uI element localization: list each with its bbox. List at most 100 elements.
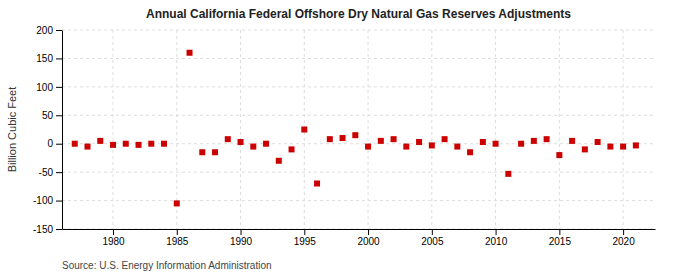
point <box>493 141 499 147</box>
x-axis-tick-label: 2000 <box>357 236 380 247</box>
y-axis-tick-label: 0 <box>47 138 53 149</box>
y-axis-tick-label: 150 <box>36 53 53 64</box>
point <box>480 139 486 145</box>
x-axis-tick-mark <box>496 229 497 235</box>
grid-line-y <box>62 30 655 31</box>
y-axis-tick: 0 <box>47 138 62 149</box>
point <box>582 146 588 152</box>
y-axis-tick-mark <box>56 115 62 116</box>
grid-line-y <box>62 200 655 201</box>
point <box>518 141 524 147</box>
y-axis-tick-mark <box>56 30 62 31</box>
point <box>531 138 537 144</box>
point <box>238 139 244 145</box>
y-axis-tick-label: -100 <box>33 195 53 206</box>
x-axis-tick: 1980 <box>102 229 125 247</box>
point <box>136 142 142 148</box>
x-axis-tick: 2015 <box>549 229 572 247</box>
point <box>391 136 397 142</box>
x-axis-tick-label: 2005 <box>421 236 444 247</box>
point <box>607 144 613 150</box>
grid-line-x <box>240 30 241 229</box>
grid-line-y <box>62 86 655 87</box>
point <box>403 144 409 150</box>
x-axis-tick-mark <box>559 229 560 235</box>
point <box>633 142 639 148</box>
y-axis-tick-mark <box>56 58 62 59</box>
x-axis-tick: 2010 <box>485 229 508 247</box>
y-axis-tick-mark <box>56 172 62 173</box>
point <box>85 144 91 150</box>
point <box>97 138 103 144</box>
point <box>148 141 154 147</box>
point <box>199 149 205 155</box>
x-axis-tick-mark <box>432 229 433 235</box>
point <box>365 144 371 150</box>
x-axis-tick-mark <box>623 229 624 235</box>
grid-line-x <box>368 30 369 229</box>
plot-area: 198019851990199520002005201020152020-150… <box>33 25 656 247</box>
x-axis-tick: 1990 <box>230 229 253 247</box>
point <box>378 138 384 144</box>
x-axis: 198019851990199520002005201020152020 <box>63 229 656 247</box>
grid-line-x <box>495 30 496 229</box>
point <box>454 144 460 150</box>
point <box>556 152 562 158</box>
grid-line-x <box>113 30 114 229</box>
y-axis-tick-label: -150 <box>33 224 53 235</box>
x-axis-tick: 1985 <box>166 229 189 247</box>
point <box>72 141 78 147</box>
point <box>340 135 346 141</box>
grid-line-y <box>62 172 655 173</box>
grid <box>62 30 655 229</box>
point <box>442 136 448 142</box>
x-axis-tick: 2000 <box>357 229 380 247</box>
y-axis-tick-mark <box>56 144 62 145</box>
point <box>429 142 435 148</box>
point <box>301 127 307 133</box>
y-axis-tick: 50 <box>42 110 62 121</box>
point <box>110 142 116 148</box>
y-axis-tick-label: 50 <box>42 110 54 121</box>
point <box>352 132 358 138</box>
x-axis-tick-label: 2015 <box>549 236 572 247</box>
grid-line-y <box>62 229 655 230</box>
point <box>225 136 231 142</box>
x-axis-tick-label: 1980 <box>102 236 125 247</box>
grid-line-x <box>623 30 624 229</box>
x-axis-tick-mark <box>241 229 242 235</box>
point <box>314 181 320 187</box>
point <box>467 149 473 155</box>
grid-line-x <box>559 30 560 229</box>
x-axis-tick-label: 1990 <box>230 236 253 247</box>
point <box>123 141 129 147</box>
point <box>327 136 333 142</box>
point <box>595 139 601 145</box>
point <box>505 171 511 177</box>
point <box>289 146 295 152</box>
y-axis: -150-100-50050100150200 <box>33 25 63 235</box>
y-axis-tick: 150 <box>36 53 62 64</box>
y-axis-domain <box>62 31 63 230</box>
point <box>174 200 180 206</box>
source-note: Source: U.S. Energy Information Administ… <box>62 260 272 271</box>
point <box>276 158 282 164</box>
y-axis-tick: -150 <box>33 224 62 235</box>
x-axis-tick-mark <box>177 229 178 235</box>
x-axis-tick-mark <box>113 229 114 235</box>
y-axis-tick-mark <box>56 201 62 202</box>
x-axis-tick-label: 2010 <box>485 236 508 247</box>
y-axis-tick: -50 <box>39 167 62 178</box>
grid-line-x <box>431 30 432 229</box>
x-axis-tick-mark <box>304 229 305 235</box>
y-axis-tick: 100 <box>36 82 62 93</box>
point <box>544 136 550 142</box>
y-axis-tick-label: -50 <box>39 167 54 178</box>
point <box>212 149 218 155</box>
point <box>620 144 626 150</box>
x-axis-tick-mark <box>368 229 369 235</box>
point <box>250 144 256 150</box>
y-axis-tick: -100 <box>33 195 62 206</box>
x-axis-tick: 1995 <box>294 229 317 247</box>
y-axis-title: Billion Cubic Feet <box>6 87 18 173</box>
